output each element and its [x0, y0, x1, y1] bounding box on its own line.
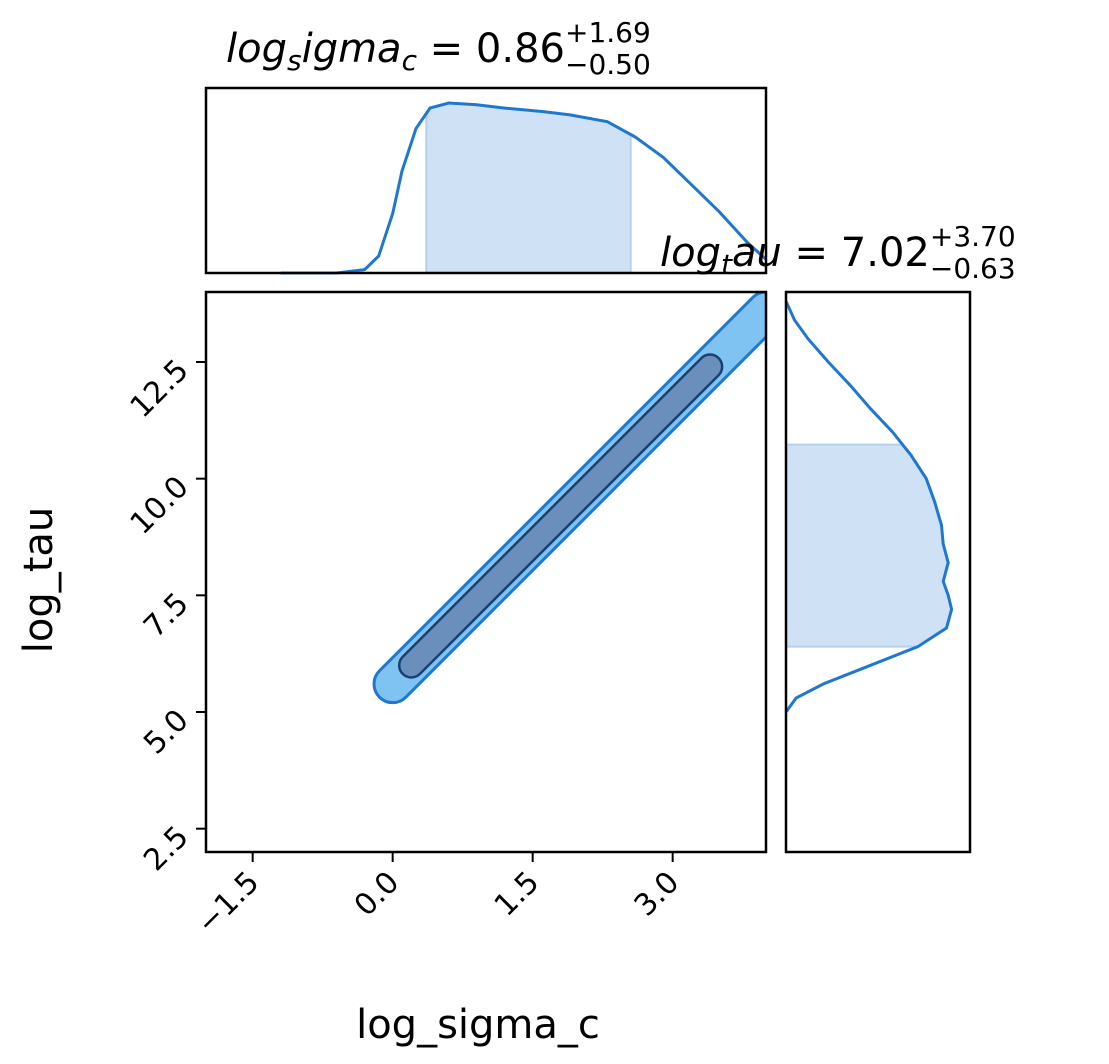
right-marginal-frame — [784, 290, 972, 854]
x-tick-label: 1.5 — [488, 865, 546, 923]
x-tick-label: 3.0 — [628, 865, 686, 923]
top-marginal-density-line — [280, 101, 768, 275]
joint-panel: −1.5 0.0 1.5 3.0 2.5 5.0 7.5 10.0 12.5 — [124, 290, 768, 941]
right-marginal-title: logtau = 7.02+3.70 −0.63 — [660, 220, 1016, 285]
x-axis-label: log_sigma_c — [356, 1002, 600, 1048]
right-marginal-panel — [784, 290, 972, 854]
y-tick-label: 2.5 — [137, 820, 195, 878]
contour-inner-region — [398, 353, 724, 679]
y-tick-label: 5.0 — [137, 703, 195, 761]
top-marginal-credible-band — [425, 101, 632, 274]
top-marginal-frame — [204, 86, 768, 275]
y-tick-label: 10.0 — [124, 470, 196, 542]
x-axis-ticks: −1.5 0.0 1.5 3.0 — [190, 852, 686, 941]
top-marginal-panel — [204, 86, 768, 275]
y-tick-label: 12.5 — [124, 353, 196, 425]
right-marginal-credible-band — [785, 443, 953, 648]
right-marginal-density-line — [784, 300, 954, 713]
joint-panel-frame — [204, 290, 768, 854]
top-marginal-title: logsigmac = 0.86+1.69 −0.50 — [226, 16, 651, 81]
x-tick-label: 0.0 — [348, 865, 406, 923]
y-axis-label: log_tau — [16, 507, 62, 654]
y-axis-ticks: 2.5 5.0 7.5 10.0 12.5 — [124, 353, 206, 878]
x-tick-label: −1.5 — [190, 865, 266, 941]
y-tick-label: 7.5 — [137, 586, 195, 644]
